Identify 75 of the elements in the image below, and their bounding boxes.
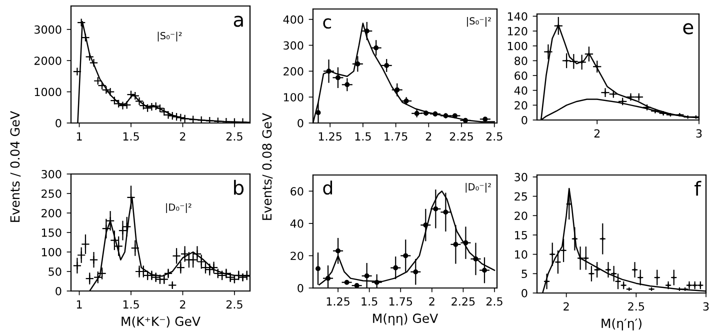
x-tick-label: 2.25 — [450, 132, 473, 141]
annotation: a — [234, 16, 243, 27]
y-tick-label: 0 — [298, 118, 304, 128]
x-tick-label: 2.5 — [486, 297, 502, 306]
y-tick-label: 140 — [508, 12, 528, 21]
y-tick-label: 300 — [42, 170, 62, 178]
y-tick-label: 400 — [283, 15, 304, 24]
y-tick-label: 0 — [522, 116, 528, 124]
y-tick-label: 30 — [514, 172, 528, 182]
y-tick-label: 10 — [515, 250, 528, 259]
y-axis-title: Events/ 0.08 GeV — [262, 112, 273, 220]
y-tick-label: 3000 — [34, 25, 62, 34]
x-axis-title: M(ηη) GeV — [373, 313, 438, 326]
x-tick-label: 2 — [564, 302, 569, 310]
x-axis-title: M(K⁺K⁻) GeV — [122, 316, 200, 328]
y-tick-label: 20 — [290, 252, 304, 260]
x-tick-label: 1.75 — [384, 132, 408, 141]
x-tick-label: 1.25 — [326, 297, 350, 306]
x-tick-label: 2.5 — [226, 132, 242, 141]
y-tick-label: 20 — [514, 101, 528, 110]
x-tick-label: 2 — [426, 132, 432, 140]
x-tick-label: 2 — [594, 129, 600, 138]
x-tick-label: 2 — [180, 300, 186, 308]
annotation: c — [323, 18, 332, 29]
y-tick-label: 0 — [298, 284, 304, 292]
x-tick-label: 2.25 — [452, 297, 475, 306]
y-tick-label: 20 — [514, 212, 528, 220]
x-tick-label: 3 — [696, 129, 702, 138]
annotation: |D₀⁻|² — [466, 182, 491, 193]
x-tick-label: 1 — [76, 132, 82, 140]
y-axis-title: Events / 0.04 GeV — [10, 110, 21, 222]
y-tick-label: 100 — [284, 93, 304, 102]
y-tick-label: 5 — [522, 270, 527, 278]
y-tick-label: 60 — [290, 187, 304, 196]
y-tick-label: 15 — [515, 231, 527, 240]
x-tick-label: 2 — [429, 297, 434, 306]
y-tick-label: 25 — [514, 192, 527, 201]
y-tick-label: 1000 — [34, 88, 62, 96]
y-tick-label: 50 — [48, 267, 62, 276]
annotation: e — [683, 23, 694, 34]
y-tick-label: 100 — [42, 248, 62, 256]
x-axis-title: M(η′η′) — [602, 318, 642, 330]
annotation: |D₀⁻|² — [166, 203, 192, 213]
x-tick-label: 1 — [76, 300, 82, 308]
x-tick-label: 3 — [703, 302, 709, 311]
y-tick-label: 40 — [514, 86, 528, 95]
annotation: f — [694, 180, 702, 196]
annotation: d — [323, 180, 332, 195]
y-tick-label: 250 — [42, 189, 62, 198]
x-tick-label: 2.5 — [486, 132, 502, 141]
x-tick-label: 2 — [180, 132, 186, 140]
annotation: b — [234, 180, 244, 195]
annotation: |S₀⁻|² — [467, 16, 491, 27]
x-tick-label: 2.5 — [226, 300, 242, 309]
y-tick-label: 0 — [56, 286, 62, 296]
x-tick-label: 1.5 — [355, 132, 371, 141]
x-tick-label: 1.75 — [389, 297, 412, 306]
y-tick-label: 150 — [42, 228, 62, 237]
x-tick-label: 2.5 — [628, 302, 644, 311]
y-tick-label: 200 — [284, 67, 304, 76]
y-tick-label: 120 — [508, 27, 528, 36]
y-tick-label: 300 — [284, 41, 304, 50]
y-tick-label: 100 — [508, 42, 528, 50]
y-tick-label: 2000 — [34, 56, 62, 65]
x-tick-label: 1.5 — [362, 297, 378, 306]
y-tick-label: 40 — [290, 219, 304, 228]
x-tick-label: 1.25 — [318, 132, 342, 141]
y-tick-label: 0 — [522, 288, 528, 298]
y-tick-label: 80 — [514, 56, 528, 66]
y-tick-label: 200 — [42, 208, 62, 218]
annotation: |S₀⁻|² — [158, 32, 182, 42]
y-tick-label: 60 — [514, 72, 528, 80]
x-tick-label: 1.5 — [123, 132, 139, 141]
x-tick-label: 1.5 — [123, 300, 139, 309]
y-tick-label: 0 — [56, 118, 62, 128]
